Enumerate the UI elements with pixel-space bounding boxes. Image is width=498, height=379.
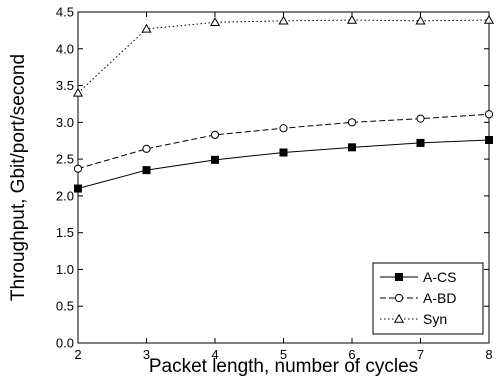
legend-label: Syn (423, 311, 447, 327)
x-tick-label: 3 (143, 347, 150, 362)
legend-item-a-cs: A-CS (380, 269, 456, 285)
data-point-a-bd (210, 130, 220, 139)
data-point-a-cs (142, 166, 151, 175)
data-point-syn (72, 87, 84, 97)
x-tick-label: 5 (280, 347, 287, 362)
data-point-syn (346, 14, 358, 24)
data-point-syn (209, 17, 221, 26)
x-tick-label: 6 (348, 347, 355, 362)
series-line-a-bd (77, 113, 490, 170)
data-point-a-bd (279, 124, 288, 133)
data-point-a-bd (73, 164, 83, 173)
legend-marker (395, 273, 403, 281)
y-tick-label: 4.5 (56, 5, 74, 20)
data-point-a-bd (416, 114, 425, 123)
series-syn (72, 14, 495, 97)
legend: A-CS A-BD Syn (372, 262, 484, 335)
data-point-syn (278, 15, 289, 25)
y-tick-label: 0.5 (56, 299, 74, 314)
x-tick-label: 7 (417, 347, 424, 362)
data-point-syn (483, 14, 495, 24)
data-point-a-bd (347, 118, 357, 127)
data-point-a-cs (211, 155, 219, 164)
data-point-a-cs (416, 138, 425, 147)
data-point-a-bd (142, 144, 151, 153)
data-point-a-cs (279, 148, 288, 157)
y-axis: 0.0 0.5 1.0 1.5 2.0 2.5 3.0 3.5 4.0 4.5 (56, 5, 489, 351)
data-point-syn (415, 15, 426, 25)
x-tick-label: 4 (211, 347, 218, 362)
x-tick-label: 8 (485, 347, 492, 362)
y-tick-label: 2.0 (56, 188, 74, 203)
data-point-syn (141, 23, 152, 33)
series-a-bd (73, 110, 494, 173)
data-point-a-cs (348, 143, 356, 152)
y-tick-label: 3.5 (56, 78, 74, 93)
y-tick-label: 2.5 (56, 152, 74, 167)
series-line-syn (77, 19, 490, 94)
data-point-a-cs (485, 135, 493, 144)
legend-marker (394, 293, 404, 303)
x-axis-title: Packet length, number of cycles (149, 356, 418, 377)
series-a-cs (74, 135, 493, 193)
y-axis-title: Throughput, Gbit/port/second (8, 54, 29, 301)
y-tick-label: 1.0 (56, 262, 74, 277)
data-point-a-cs (74, 184, 82, 193)
legend-item-a-bd: A-BD (380, 290, 456, 306)
y-tick-label: 4.0 (56, 41, 74, 56)
x-tick-label: 2 (74, 347, 81, 362)
legend-marker (393, 313, 405, 323)
y-tick-label: 3.0 (56, 115, 74, 130)
legend-item-syn: Syn (380, 311, 447, 327)
series-layer (72, 14, 495, 193)
series-line-a-cs (77, 139, 490, 190)
legend-label: A-BD (423, 290, 456, 306)
y-tick-label: 1.5 (56, 225, 74, 240)
data-point-a-bd (484, 110, 494, 119)
legend-label: A-CS (423, 269, 456, 285)
y-tick-label: 0.0 (56, 336, 74, 351)
